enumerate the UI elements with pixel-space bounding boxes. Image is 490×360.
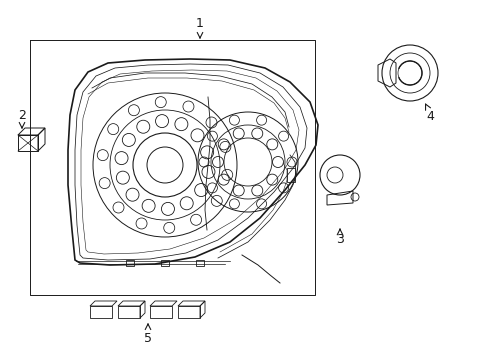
- Text: 2: 2: [18, 109, 26, 122]
- Text: 3: 3: [336, 233, 344, 246]
- Text: 5: 5: [144, 332, 152, 345]
- Text: 4: 4: [426, 110, 434, 123]
- Text: 1: 1: [196, 17, 204, 30]
